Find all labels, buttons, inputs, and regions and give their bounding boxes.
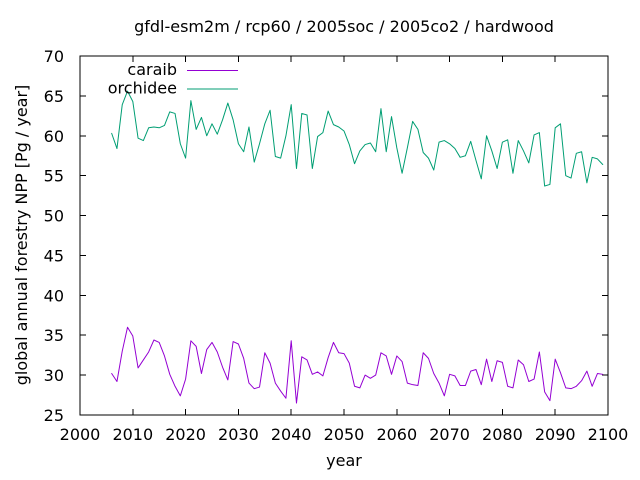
x-tick-label: 2090 [535, 425, 576, 444]
series-group [111, 90, 604, 404]
y-tick-label: 50 [44, 207, 64, 226]
y-tick-label: 45 [44, 246, 64, 265]
x-tick-label: 2080 [482, 425, 523, 444]
x-tick-label: 2010 [112, 425, 153, 444]
x-tick-label: 2100 [588, 425, 629, 444]
x-tick-label: 2060 [376, 425, 417, 444]
x-tick-label: 2040 [271, 425, 312, 444]
axes [79, 55, 609, 416]
plot-border [79, 55, 609, 416]
x-tick-label: 2020 [165, 425, 206, 444]
y-tick-label: 40 [44, 286, 64, 305]
y-tick-label: 30 [44, 366, 64, 385]
series-caraib-line [111, 326, 604, 404]
x-tick-label: 2070 [429, 425, 470, 444]
y-tick-label: 55 [44, 167, 64, 186]
series-orchidee-line [111, 90, 604, 187]
y-tick-label: 60 [44, 127, 64, 146]
y-tick-label: 70 [44, 47, 64, 66]
y-tick-label: 65 [44, 87, 64, 106]
x-tick-label: 2050 [324, 425, 365, 444]
y-tick-label: 25 [44, 406, 64, 425]
legend-label-caraib: caraib [127, 60, 177, 79]
x-tick-label: 2030 [218, 425, 259, 444]
x-axis-label: year [326, 451, 362, 470]
legend-label-orchidee: orchidee [108, 79, 177, 98]
tick-labels: 2000 2010 2020 2030 2040 2050 2060 2070 2080 2090… [44, 47, 629, 444]
x-tick-label: 2000 [60, 425, 101, 444]
y-tick-label: 35 [44, 326, 64, 345]
y-axis-label: global annual forestry NPP [Pg / year] [12, 85, 31, 386]
chart-title: gfdl-esm2m / rcp60 / 2005soc / 2005co2 /… [134, 17, 554, 36]
